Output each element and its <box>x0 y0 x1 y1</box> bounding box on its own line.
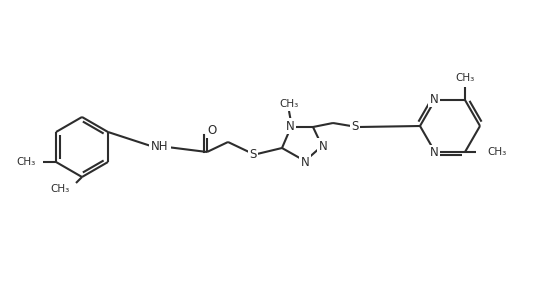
Text: N: N <box>286 120 294 132</box>
Text: CH₃: CH₃ <box>455 73 475 83</box>
Text: CH₃: CH₃ <box>17 157 36 167</box>
Text: N: N <box>429 147 438 159</box>
Text: N: N <box>301 155 309 169</box>
Text: N: N <box>319 140 327 152</box>
Text: O: O <box>207 123 217 137</box>
Text: S: S <box>351 120 358 133</box>
Text: CH₃: CH₃ <box>487 147 506 157</box>
Text: NH: NH <box>151 141 169 153</box>
Text: CH₃: CH₃ <box>279 99 299 109</box>
Text: S: S <box>249 147 257 161</box>
Text: CH₃: CH₃ <box>51 184 70 194</box>
Text: N: N <box>429 92 438 106</box>
